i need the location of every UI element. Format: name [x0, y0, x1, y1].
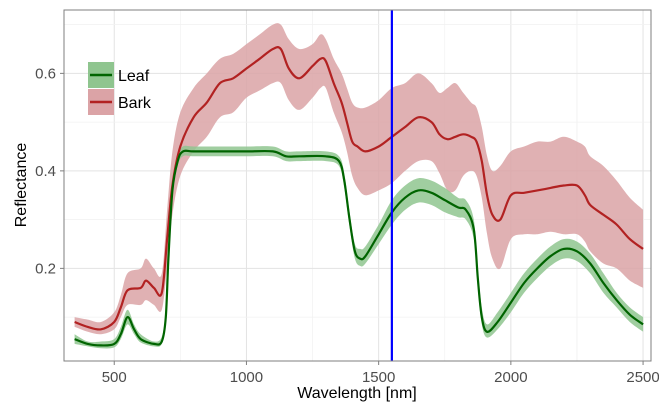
y-tick-label: 0.4 [35, 163, 56, 180]
series-lines [74, 46, 644, 347]
y-axis-title: Reflectance [13, 143, 30, 228]
legend-item-leaf: Leaf [88, 62, 150, 88]
y-tick-label: 0.2 [35, 260, 56, 277]
legend: Leaf Bark [88, 62, 152, 115]
x-tick-label: 500 [102, 369, 127, 386]
x-axis-title: Wavelength [nm] [297, 385, 416, 402]
axis-ticks: 500 1000 1500 2000 2500 0.2 0.4 0.6 [35, 65, 659, 386]
y-tick-label: 0.6 [35, 65, 56, 82]
band-leaf [74, 145, 644, 349]
x-tick-label: 2000 [494, 369, 527, 386]
line-bark [74, 46, 644, 331]
x-tick-label: 1000 [230, 369, 263, 386]
legend-label-bark: Bark [118, 95, 152, 112]
legend-label-leaf: Leaf [118, 68, 150, 85]
band-bark [74, 23, 644, 335]
x-tick-label: 1500 [362, 369, 395, 386]
plot-panel-border [63, 9, 652, 362]
line-leaf [74, 149, 644, 347]
confidence-bands [74, 23, 644, 349]
legend-item-bark: Bark [88, 89, 152, 115]
x-tick-label: 2500 [626, 369, 659, 386]
